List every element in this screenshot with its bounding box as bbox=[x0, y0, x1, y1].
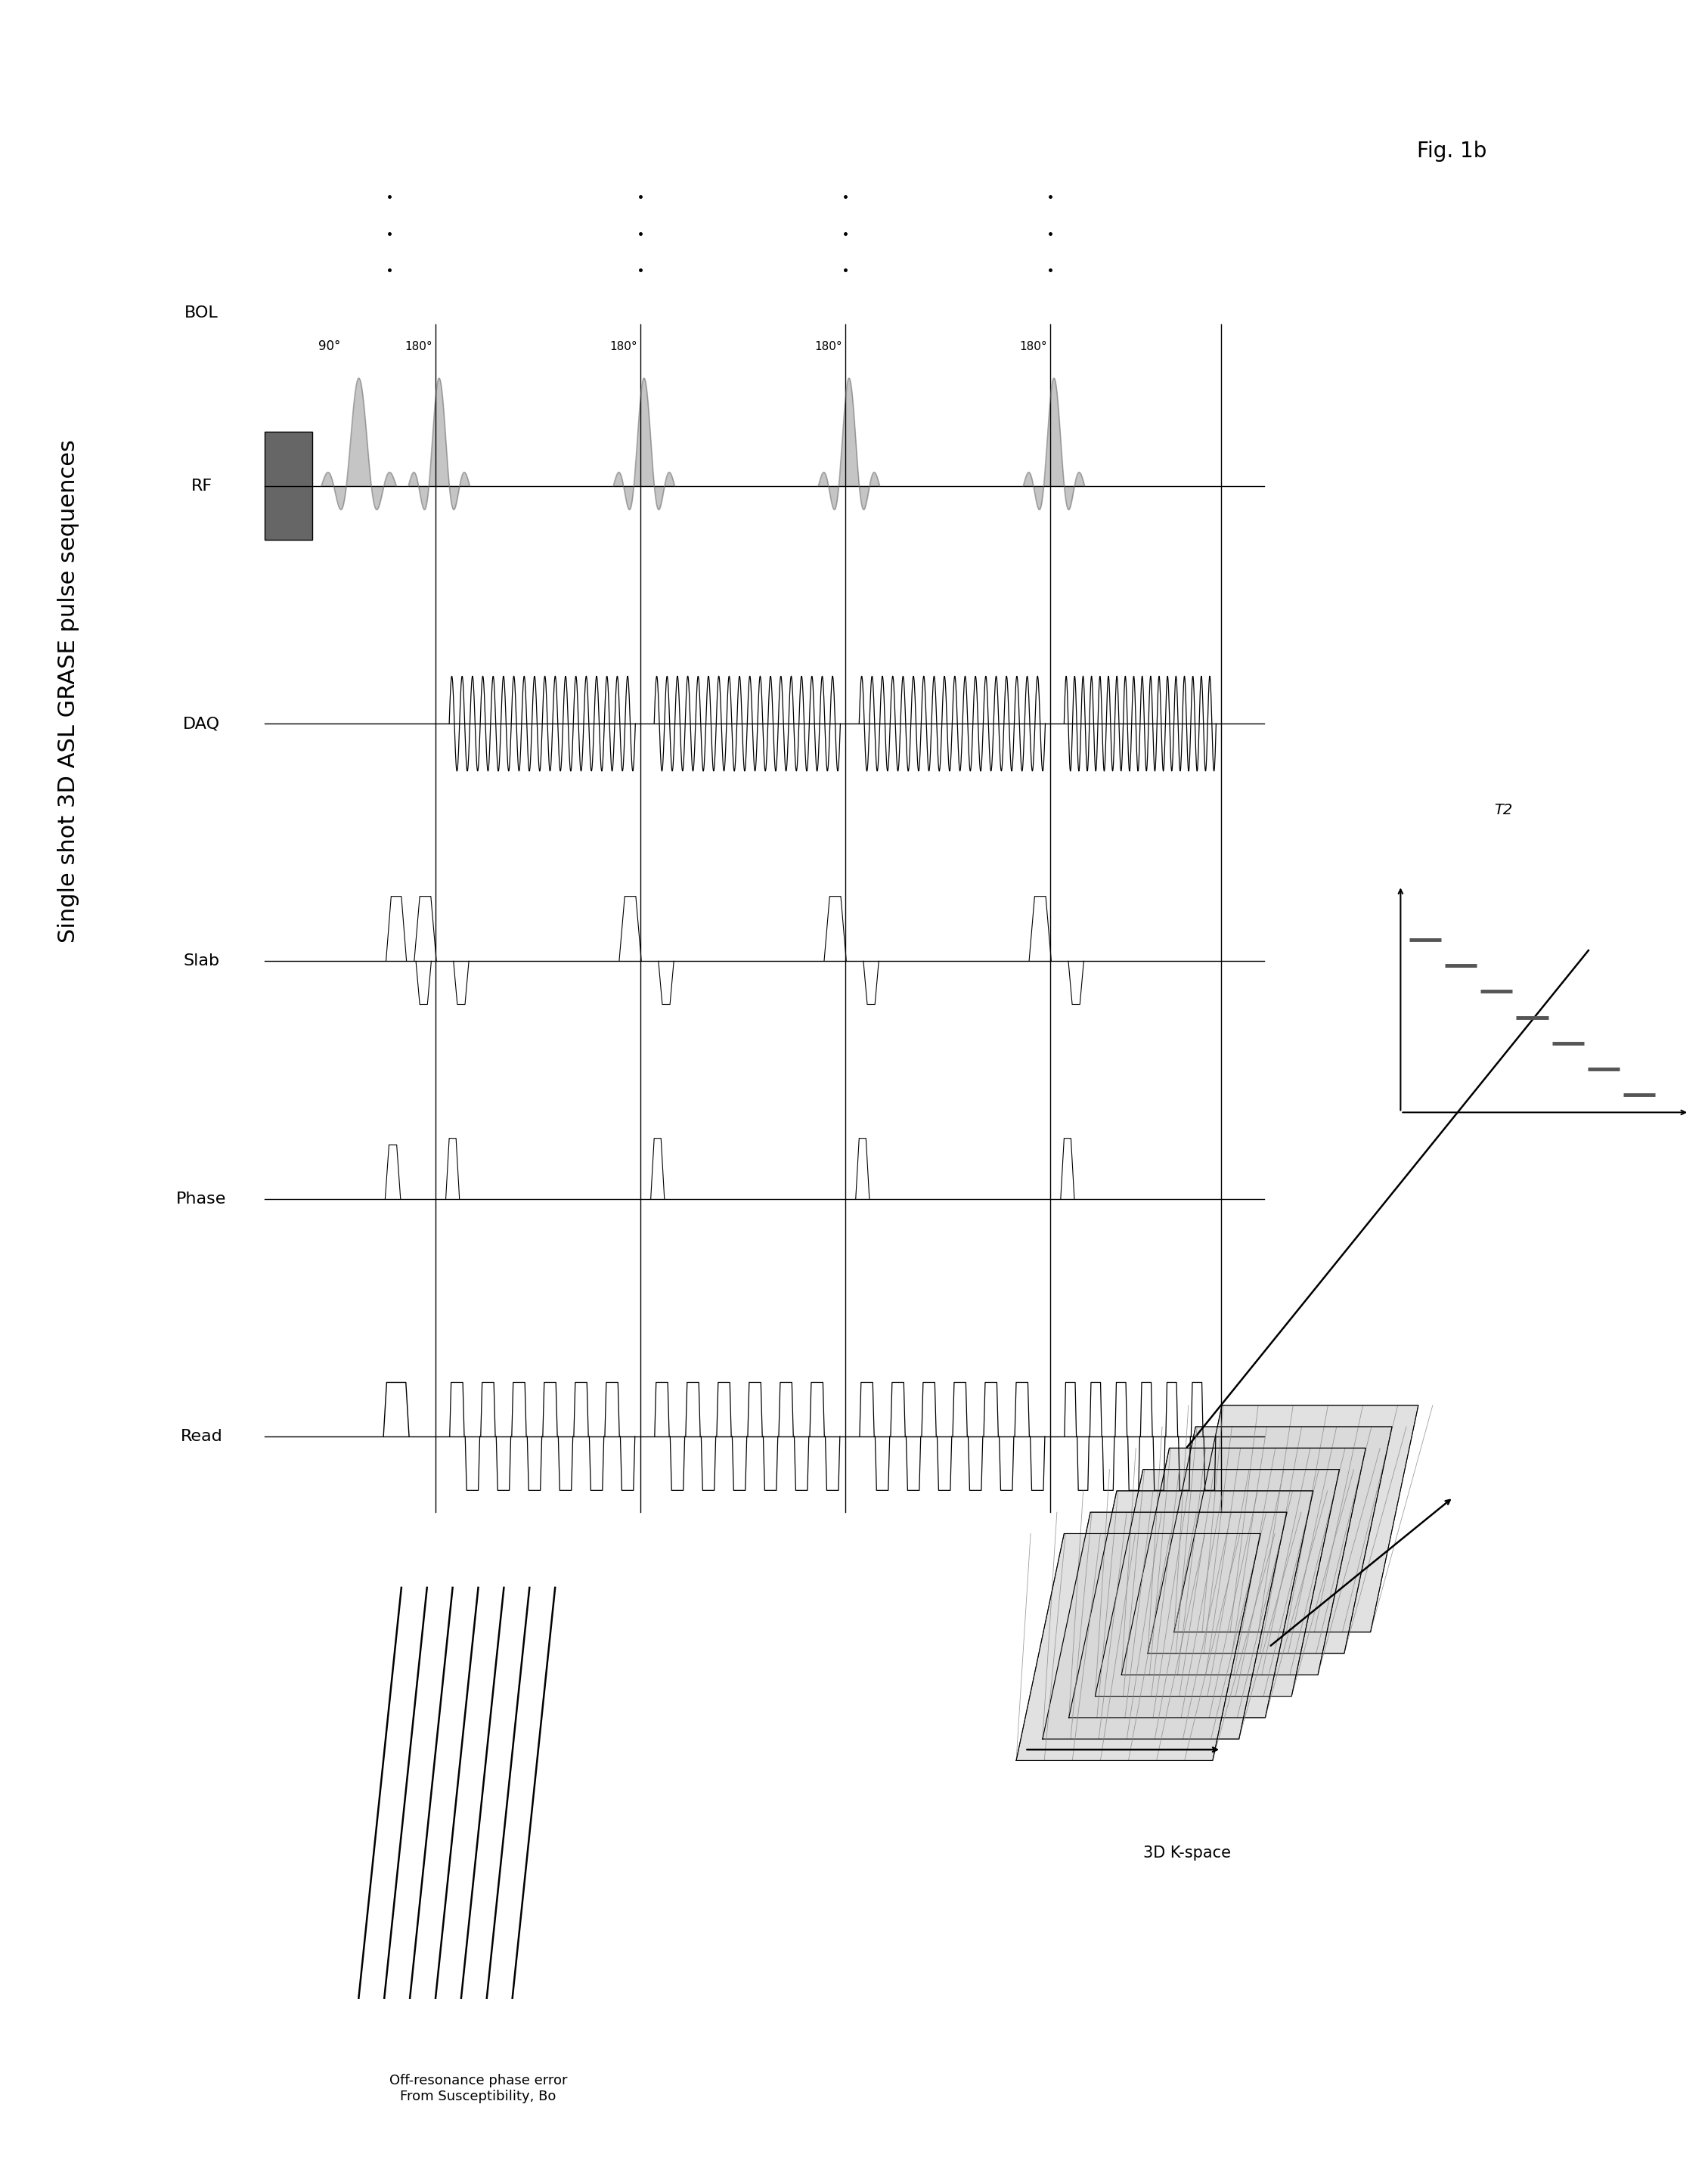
Polygon shape bbox=[1173, 1406, 1418, 1633]
Text: Read: Read bbox=[181, 1428, 222, 1445]
Polygon shape bbox=[1016, 1534, 1261, 1760]
Polygon shape bbox=[1069, 1490, 1313, 1717]
Polygon shape bbox=[1122, 1447, 1366, 1674]
Text: 3D K-space: 3D K-space bbox=[1143, 1845, 1231, 1860]
Text: Off-resonance phase error
From Susceptibility, Bo: Off-resonance phase error From Susceptib… bbox=[389, 2074, 567, 2104]
Text: BOL: BOL bbox=[184, 305, 219, 322]
Bar bbox=[265, 432, 313, 540]
Text: 180°: 180° bbox=[815, 341, 842, 352]
Text: DAQ: DAQ bbox=[183, 715, 220, 732]
Text: Single shot 3D ASL GRASE pulse sequences: Single shot 3D ASL GRASE pulse sequences bbox=[58, 438, 79, 944]
Text: 180°: 180° bbox=[405, 341, 432, 352]
Text: T2: T2 bbox=[1494, 804, 1512, 816]
Polygon shape bbox=[1042, 1512, 1286, 1739]
Text: Phase: Phase bbox=[176, 1190, 227, 1207]
Text: 90°: 90° bbox=[318, 339, 342, 352]
Text: RF: RF bbox=[191, 477, 212, 495]
Text: Fig. 1b: Fig. 1b bbox=[1418, 140, 1486, 162]
Text: 180°: 180° bbox=[1020, 341, 1047, 352]
Text: Slab: Slab bbox=[183, 953, 220, 970]
Text: 180°: 180° bbox=[610, 341, 637, 352]
Polygon shape bbox=[1095, 1469, 1339, 1696]
Polygon shape bbox=[1148, 1428, 1392, 1655]
